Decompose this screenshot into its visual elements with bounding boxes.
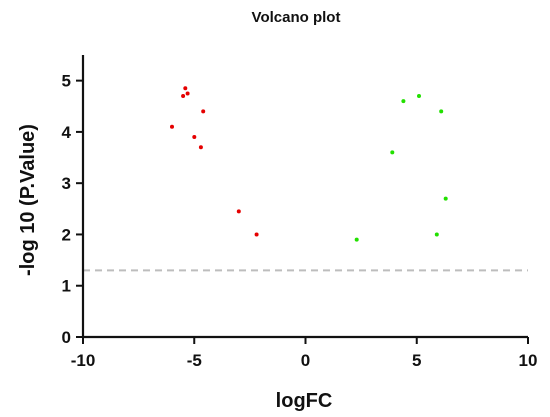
data-point-down-regulated <box>181 94 186 98</box>
data-point-up-regulated <box>443 196 448 201</box>
data-point-up-regulated <box>434 232 439 237</box>
y-tick-label: 1 <box>62 277 71 296</box>
x-tick-label: 10 <box>519 351 538 370</box>
x-axis-label: logFC <box>276 390 333 412</box>
ticks-layer: -10 -5 0 5 10 0 1 2 3 4 5 <box>62 72 538 370</box>
y-tick-label: 5 <box>62 72 71 91</box>
points-layer <box>170 86 448 242</box>
axes-layer <box>81 55 528 339</box>
data-point-down-regulated <box>236 209 241 214</box>
data-point-up-regulated <box>401 99 406 104</box>
chart-title: Volcano plot <box>252 9 341 26</box>
data-point-down-regulated <box>170 124 174 129</box>
x-tick-label: -10 <box>71 351 96 370</box>
data-point-up-regulated <box>417 94 421 98</box>
data-point-up-regulated <box>354 237 359 242</box>
y-axis-label: -log 10 (P.Value) <box>17 124 39 276</box>
data-point-down-regulated <box>185 91 190 96</box>
data-point-down-regulated <box>198 145 203 150</box>
data-point-up-regulated <box>439 109 444 114</box>
y-tick-label: 2 <box>62 225 71 244</box>
x-tick-label: 5 <box>412 351 421 370</box>
data-point-down-regulated <box>201 109 206 114</box>
y-tick-label: 4 <box>62 123 72 142</box>
data-point-down-regulated <box>254 232 259 237</box>
x-tick-label: -5 <box>187 351 202 370</box>
data-point-down-regulated <box>192 135 197 139</box>
x-tick-label: 0 <box>301 351 310 370</box>
data-point-down-regulated <box>183 86 188 91</box>
data-point-up-regulated <box>390 150 395 155</box>
y-tick-label: 3 <box>62 174 71 193</box>
y-tick-label: 0 <box>62 328 71 347</box>
